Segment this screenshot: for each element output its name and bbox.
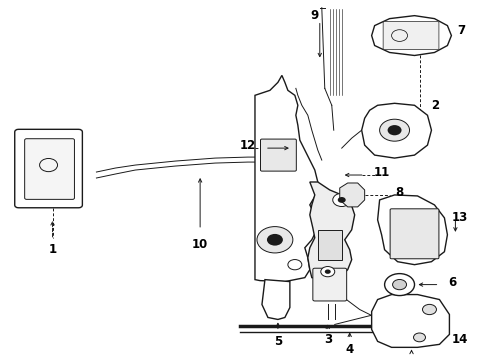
Polygon shape <box>371 15 451 55</box>
Text: 7: 7 <box>457 24 465 37</box>
Circle shape <box>422 304 437 315</box>
Circle shape <box>325 269 331 274</box>
Polygon shape <box>255 75 318 282</box>
FancyBboxPatch shape <box>383 22 439 50</box>
Polygon shape <box>378 195 447 265</box>
Circle shape <box>288 260 302 270</box>
Text: 1: 1 <box>49 243 57 256</box>
Circle shape <box>414 333 425 342</box>
Circle shape <box>388 125 401 135</box>
Polygon shape <box>371 294 449 347</box>
Circle shape <box>392 279 407 290</box>
Polygon shape <box>308 182 355 280</box>
FancyBboxPatch shape <box>24 139 74 199</box>
FancyBboxPatch shape <box>261 139 296 171</box>
Text: 12: 12 <box>240 139 256 152</box>
Circle shape <box>338 197 346 203</box>
Text: 6: 6 <box>448 276 457 289</box>
Polygon shape <box>362 103 432 158</box>
Polygon shape <box>262 280 290 319</box>
Circle shape <box>267 234 283 246</box>
Circle shape <box>257 226 293 253</box>
Text: 3: 3 <box>324 333 332 346</box>
Text: 4: 4 <box>345 343 354 356</box>
Text: 9: 9 <box>311 9 319 22</box>
Circle shape <box>380 119 410 141</box>
Text: 13: 13 <box>451 211 467 224</box>
FancyBboxPatch shape <box>313 268 346 301</box>
Polygon shape <box>340 183 365 207</box>
Text: 11: 11 <box>373 166 390 179</box>
Text: 8: 8 <box>395 186 404 199</box>
Text: 14: 14 <box>451 333 467 346</box>
Text: 5: 5 <box>274 335 282 348</box>
Text: 2: 2 <box>431 99 440 112</box>
FancyBboxPatch shape <box>390 209 439 259</box>
FancyBboxPatch shape <box>318 230 342 260</box>
Text: 10: 10 <box>192 238 208 251</box>
Circle shape <box>333 193 351 207</box>
Circle shape <box>385 274 415 296</box>
FancyBboxPatch shape <box>15 129 82 208</box>
Circle shape <box>321 266 335 277</box>
